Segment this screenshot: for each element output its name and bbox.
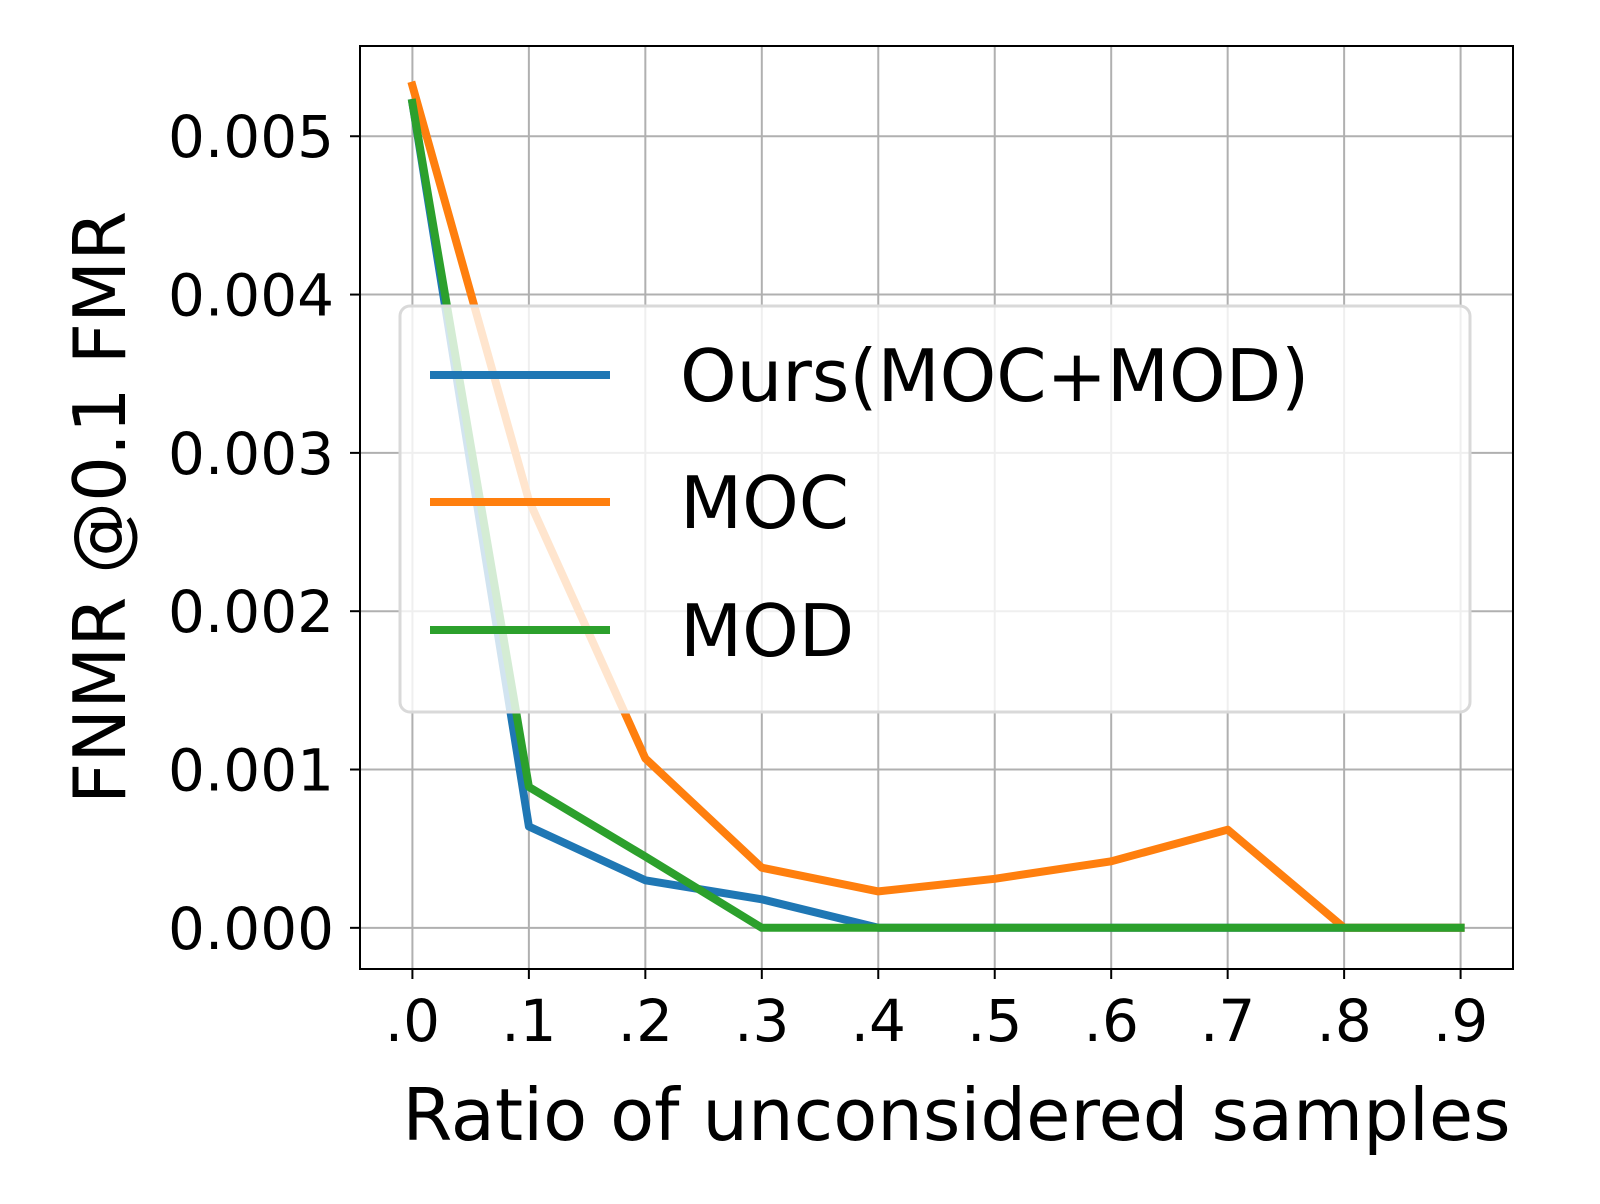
x-tick-label: .3 [734, 987, 789, 1055]
legend-label: Ours(MOC+MOD) [680, 334, 1309, 418]
legend-label: MOD [680, 589, 854, 673]
x-tick-label: .1 [501, 987, 556, 1055]
plot-frame [359, 45, 1514, 970]
x-tick-label: .6 [1084, 987, 1139, 1055]
series-line-mod [407, 98, 1465, 932]
y-tick-label: 0.003 [168, 420, 334, 488]
y-tick-label: 0.005 [168, 103, 334, 171]
x-axis-title: Ratio of unconsidered samples [402, 1073, 1510, 1157]
x-tick-label: .5 [967, 987, 1022, 1055]
x-tick-label: .0 [385, 987, 440, 1055]
legend: Ours(MOC+MOD) MOC MOD [398, 304, 1472, 714]
x-tick-label: .8 [1316, 987, 1371, 1055]
y-axis-title: FNMR @0.1 FMR [58, 211, 142, 804]
x-tick-label: .7 [1200, 987, 1255, 1055]
x-tick-label: .4 [851, 987, 906, 1055]
axis-ticks: .0 .1 .2 .3 .4 .5 .6 .7 .8 .9 0.000 0.001 0.002 0.003… [168, 103, 1488, 1055]
legend-label: MOC [680, 461, 849, 545]
x-tick-label: .2 [618, 987, 673, 1055]
y-tick-label: 0.000 [168, 895, 334, 963]
x-tick-label: .9 [1433, 987, 1488, 1055]
y-tick-label: 0.002 [168, 578, 334, 646]
y-tick-label: 0.001 [168, 737, 334, 805]
legend-box [398, 304, 1472, 714]
y-tick-label: 0.004 [168, 262, 334, 330]
